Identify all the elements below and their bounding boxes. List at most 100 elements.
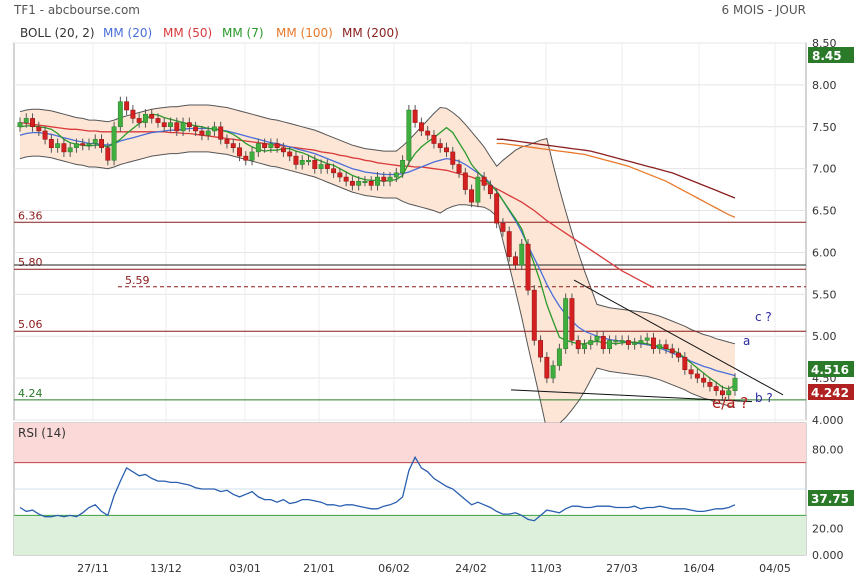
candle-body <box>544 356 550 379</box>
candle-body <box>218 126 224 140</box>
legend-mm100: MM (100) <box>276 26 333 40</box>
candle-body <box>61 143 67 153</box>
candle-body <box>575 340 581 350</box>
annotation-c: c ? <box>755 310 772 324</box>
candle-body <box>73 143 79 148</box>
candle-body <box>632 342 638 345</box>
candle-body <box>356 180 362 186</box>
trendline-upper <box>573 279 784 396</box>
candle-body <box>425 130 431 136</box>
rsi-panel: 80.00 20.00 0.000 <box>13 422 844 562</box>
candle-body <box>412 109 418 123</box>
bollinger-upper-line <box>19 104 736 345</box>
candle-body <box>538 340 544 358</box>
candle-body <box>651 337 656 350</box>
candle-body <box>469 189 475 203</box>
candle-body <box>375 176 380 186</box>
candle-body <box>362 180 368 183</box>
price-tick-label: 5.00 <box>812 330 837 343</box>
candle-body <box>531 289 537 341</box>
candle-body <box>99 139 104 148</box>
rsi-title: RSI (14) <box>18 426 66 440</box>
candle-body <box>506 231 512 257</box>
candle-body <box>67 147 73 153</box>
badge-rsi: 37.75 <box>811 492 849 506</box>
candle-body <box>418 122 424 132</box>
price-tick-label: 4.000 <box>812 414 844 427</box>
annotation-a: a <box>743 334 750 348</box>
annotation-ea: e/a ? <box>712 394 748 412</box>
candle-body <box>619 340 625 343</box>
candle-body <box>274 143 280 148</box>
candle-body <box>55 143 61 148</box>
candle-body <box>255 143 261 153</box>
chart-period: 6 MOIS - JOUR <box>722 3 806 17</box>
candle-body <box>625 340 631 345</box>
candle-body <box>707 382 713 387</box>
legend-mm7: MM (7) <box>222 26 264 40</box>
candle-body <box>111 126 117 161</box>
x-tick-label: 03/01 <box>229 562 261 575</box>
level-label-6.36: 6.36 <box>18 209 43 222</box>
candle-body <box>563 298 569 350</box>
candle-body <box>136 118 142 123</box>
price-panel: 8.508.007.507.006.506.005.505.004.504.00… <box>13 37 844 575</box>
candle-body <box>280 147 286 153</box>
price-tick-label: 8.00 <box>812 79 837 92</box>
candle-body <box>393 172 399 178</box>
candle-body <box>682 356 688 370</box>
candle-body <box>318 164 324 169</box>
value-badges: 8.45 4.516 4.242 37.75 <box>808 47 854 506</box>
rsi-overbought-zone <box>14 423 806 463</box>
candle-body <box>262 143 268 148</box>
badge-current-bg <box>808 361 854 377</box>
candle-body <box>349 180 355 186</box>
candle-body <box>406 109 412 161</box>
x-tick-label: 04/05 <box>759 562 791 575</box>
candle-body <box>732 377 738 391</box>
badge-top: 8.45 <box>812 49 842 63</box>
x-tick-label: 06/02 <box>378 562 410 575</box>
badge-top-bg <box>808 47 854 63</box>
rsi-line <box>19 455 736 522</box>
x-tick-label: 27/03 <box>606 562 638 575</box>
candle-body <box>142 113 148 123</box>
bollinger-band-fill <box>20 105 735 431</box>
trendline-lower <box>510 389 753 403</box>
candle-body <box>312 160 318 169</box>
candle-body <box>644 337 650 341</box>
candle-body <box>638 340 644 344</box>
candle-body <box>86 143 92 146</box>
candle-body <box>324 164 330 169</box>
candle-body <box>694 373 700 379</box>
candle-body <box>299 160 305 165</box>
badge-low: 4.242 <box>811 386 849 400</box>
price-tick-label: 6.50 <box>812 205 837 218</box>
candle-body <box>224 139 230 144</box>
mm200-line <box>496 138 736 199</box>
candle-body <box>193 126 199 132</box>
candle-body <box>462 172 468 190</box>
candle-body <box>306 160 311 163</box>
candle-body <box>494 193 500 224</box>
candle-body <box>594 335 600 341</box>
x-tick-label: 11/03 <box>530 562 562 575</box>
candle-body <box>42 130 48 140</box>
legend-mm50: MM (50) <box>163 26 212 40</box>
candle-body <box>381 176 387 182</box>
candle-body <box>582 344 587 350</box>
bollinger-lower-line <box>19 151 736 431</box>
candle-body <box>149 113 155 119</box>
badge-low-bg <box>808 384 854 400</box>
badge-rsi-bg <box>808 490 854 506</box>
candle-body <box>105 147 111 161</box>
candle-body <box>23 118 29 123</box>
candle-body <box>17 122 23 128</box>
x-tick-label: 21/01 <box>303 562 335 575</box>
candle-body <box>199 130 205 136</box>
candle-body <box>186 122 192 128</box>
price-tick-label: 7.50 <box>812 121 837 134</box>
candle-body <box>117 101 123 128</box>
candle-body <box>249 151 255 161</box>
candle-body <box>174 122 180 132</box>
